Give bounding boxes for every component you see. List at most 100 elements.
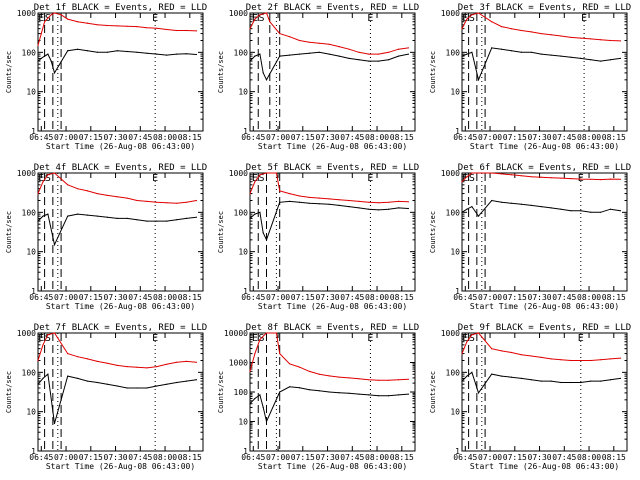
- series-events-point: [550, 54, 552, 56]
- series-events-point: [265, 239, 268, 241]
- series-lld-point: [50, 14, 52, 16]
- series-lld-point: [298, 366, 301, 368]
- series-lld-point: [407, 47, 409, 49]
- series-lld-point: [136, 366, 138, 368]
- series-lld-point: [407, 378, 409, 380]
- series-events-point: [116, 217, 118, 219]
- x-tick-label: 07:30: [104, 293, 128, 302]
- series-lld-point: [126, 197, 128, 199]
- series-events-point: [540, 53, 542, 55]
- series-events-point: [279, 55, 281, 57]
- series-events-point: [265, 79, 268, 81]
- x-tick-label: 06:45: [241, 133, 265, 142]
- x-tick-label: 07:30: [104, 133, 128, 142]
- series-lld-point: [156, 201, 158, 203]
- y-tick-label: 100: [234, 208, 249, 217]
- marker-label: E: [578, 173, 584, 184]
- series-lld-point: [510, 351, 513, 354]
- series-events-point: [477, 392, 480, 394]
- series-events-point: [53, 422, 56, 425]
- series-events-point: [166, 54, 168, 56]
- x-tick-label: 07:00: [478, 133, 502, 142]
- series-events-point: [176, 53, 178, 55]
- marker-label: E: [38, 173, 44, 184]
- y-tick-label: 10: [238, 418, 248, 427]
- series-lld-point: [185, 29, 188, 32]
- y-tick-label: 100: [22, 48, 37, 57]
- panel-title: Det 1f BLACK = Events, RED = LLD: [34, 3, 207, 13]
- series-events-point: [570, 381, 572, 384]
- marker-label: E: [252, 173, 258, 184]
- series-lld-point: [249, 370, 251, 372]
- marker-label: E: [462, 13, 468, 24]
- series-events-point: [42, 215, 44, 217]
- x-tick-label: 08:00: [153, 453, 177, 462]
- series-lld-point: [259, 338, 261, 341]
- y-tick-label: 1000: [441, 169, 460, 178]
- marker-label: E: [252, 333, 258, 344]
- series-events-point: [510, 376, 513, 378]
- series-lld-point: [570, 36, 572, 39]
- y-tick-label: 1000: [229, 359, 248, 368]
- series-lld-point: [106, 24, 108, 27]
- y-tick-label: 10: [26, 408, 36, 417]
- series-events-point: [254, 55, 256, 57]
- y-axis-label: Counts/sec: [217, 211, 225, 253]
- series-lld-point: [254, 181, 256, 183]
- x-tick-label: 08:15: [390, 133, 414, 142]
- series-lld-point: [560, 35, 562, 37]
- x-tick-label: 07:15: [291, 293, 315, 302]
- series-events-point: [259, 53, 261, 55]
- series-events-point: [590, 211, 592, 213]
- series-events-point: [262, 72, 264, 74]
- series-events-point: [47, 213, 49, 215]
- series-events-point: [40, 57, 42, 60]
- x-tick-label: 08:15: [602, 453, 626, 462]
- series-lld-point: [37, 359, 39, 362]
- series-events-point: [501, 201, 503, 203]
- detector-panel-8: Det 8f BLACK = Events, RED = LLD 1 10 100 10…: [217, 323, 419, 471]
- series-lld-point: [501, 173, 503, 175]
- series-lld-point: [619, 40, 622, 42]
- y-axis-label: Counts/sec: [5, 211, 13, 253]
- series-events-point: [388, 59, 390, 61]
- marker-label: E: [38, 13, 44, 24]
- series-lld-point: [471, 334, 473, 336]
- marker-label: E: [38, 333, 44, 344]
- x-tick-label: 07:30: [528, 293, 552, 302]
- series-events-point: [510, 202, 513, 204]
- series-events-point: [249, 60, 251, 62]
- series-lld-point: [510, 174, 513, 176]
- series-lld-point: [501, 350, 503, 352]
- x-tick-label: 07:45: [552, 453, 576, 462]
- series-lld-point: [530, 176, 532, 178]
- series-events-point: [249, 217, 251, 219]
- series-lld-point: [540, 356, 542, 358]
- series-lld-point: [275, 172, 277, 174]
- panel-title: Det 5f BLACK = Events, RED = LLD: [246, 163, 419, 173]
- series-lld-point: [77, 21, 79, 23]
- series-events-point: [259, 394, 261, 396]
- series-lld-point: [136, 26, 138, 28]
- series-lld-point: [289, 363, 291, 365]
- series-lld-point: [40, 33, 42, 35]
- x-axis-label: Start Time (26-Aug-08 06:43:00): [46, 302, 195, 311]
- series-lld-point: [580, 359, 582, 362]
- series-lld-point: [195, 199, 197, 202]
- series-events-point: [166, 220, 168, 222]
- series-events-point: [471, 51, 473, 53]
- x-axis-label: Start Time (26-Aug-08 06:43:00): [258, 302, 407, 311]
- series-events-point: [407, 393, 409, 395]
- y-tick-label: 1000: [229, 9, 248, 18]
- series-lld-point: [328, 198, 330, 200]
- series-events-point: [466, 53, 468, 55]
- series-lld-point: [348, 48, 350, 50]
- series-events-point: [491, 199, 493, 202]
- y-tick-label: 1: [243, 127, 248, 136]
- series-lld-point: [388, 379, 390, 381]
- marker-label: E: [578, 333, 584, 344]
- series-lld-point: [491, 172, 493, 174]
- series-events-point: [96, 51, 98, 53]
- series-events-point: [560, 381, 562, 384]
- series-events-point: [53, 244, 56, 246]
